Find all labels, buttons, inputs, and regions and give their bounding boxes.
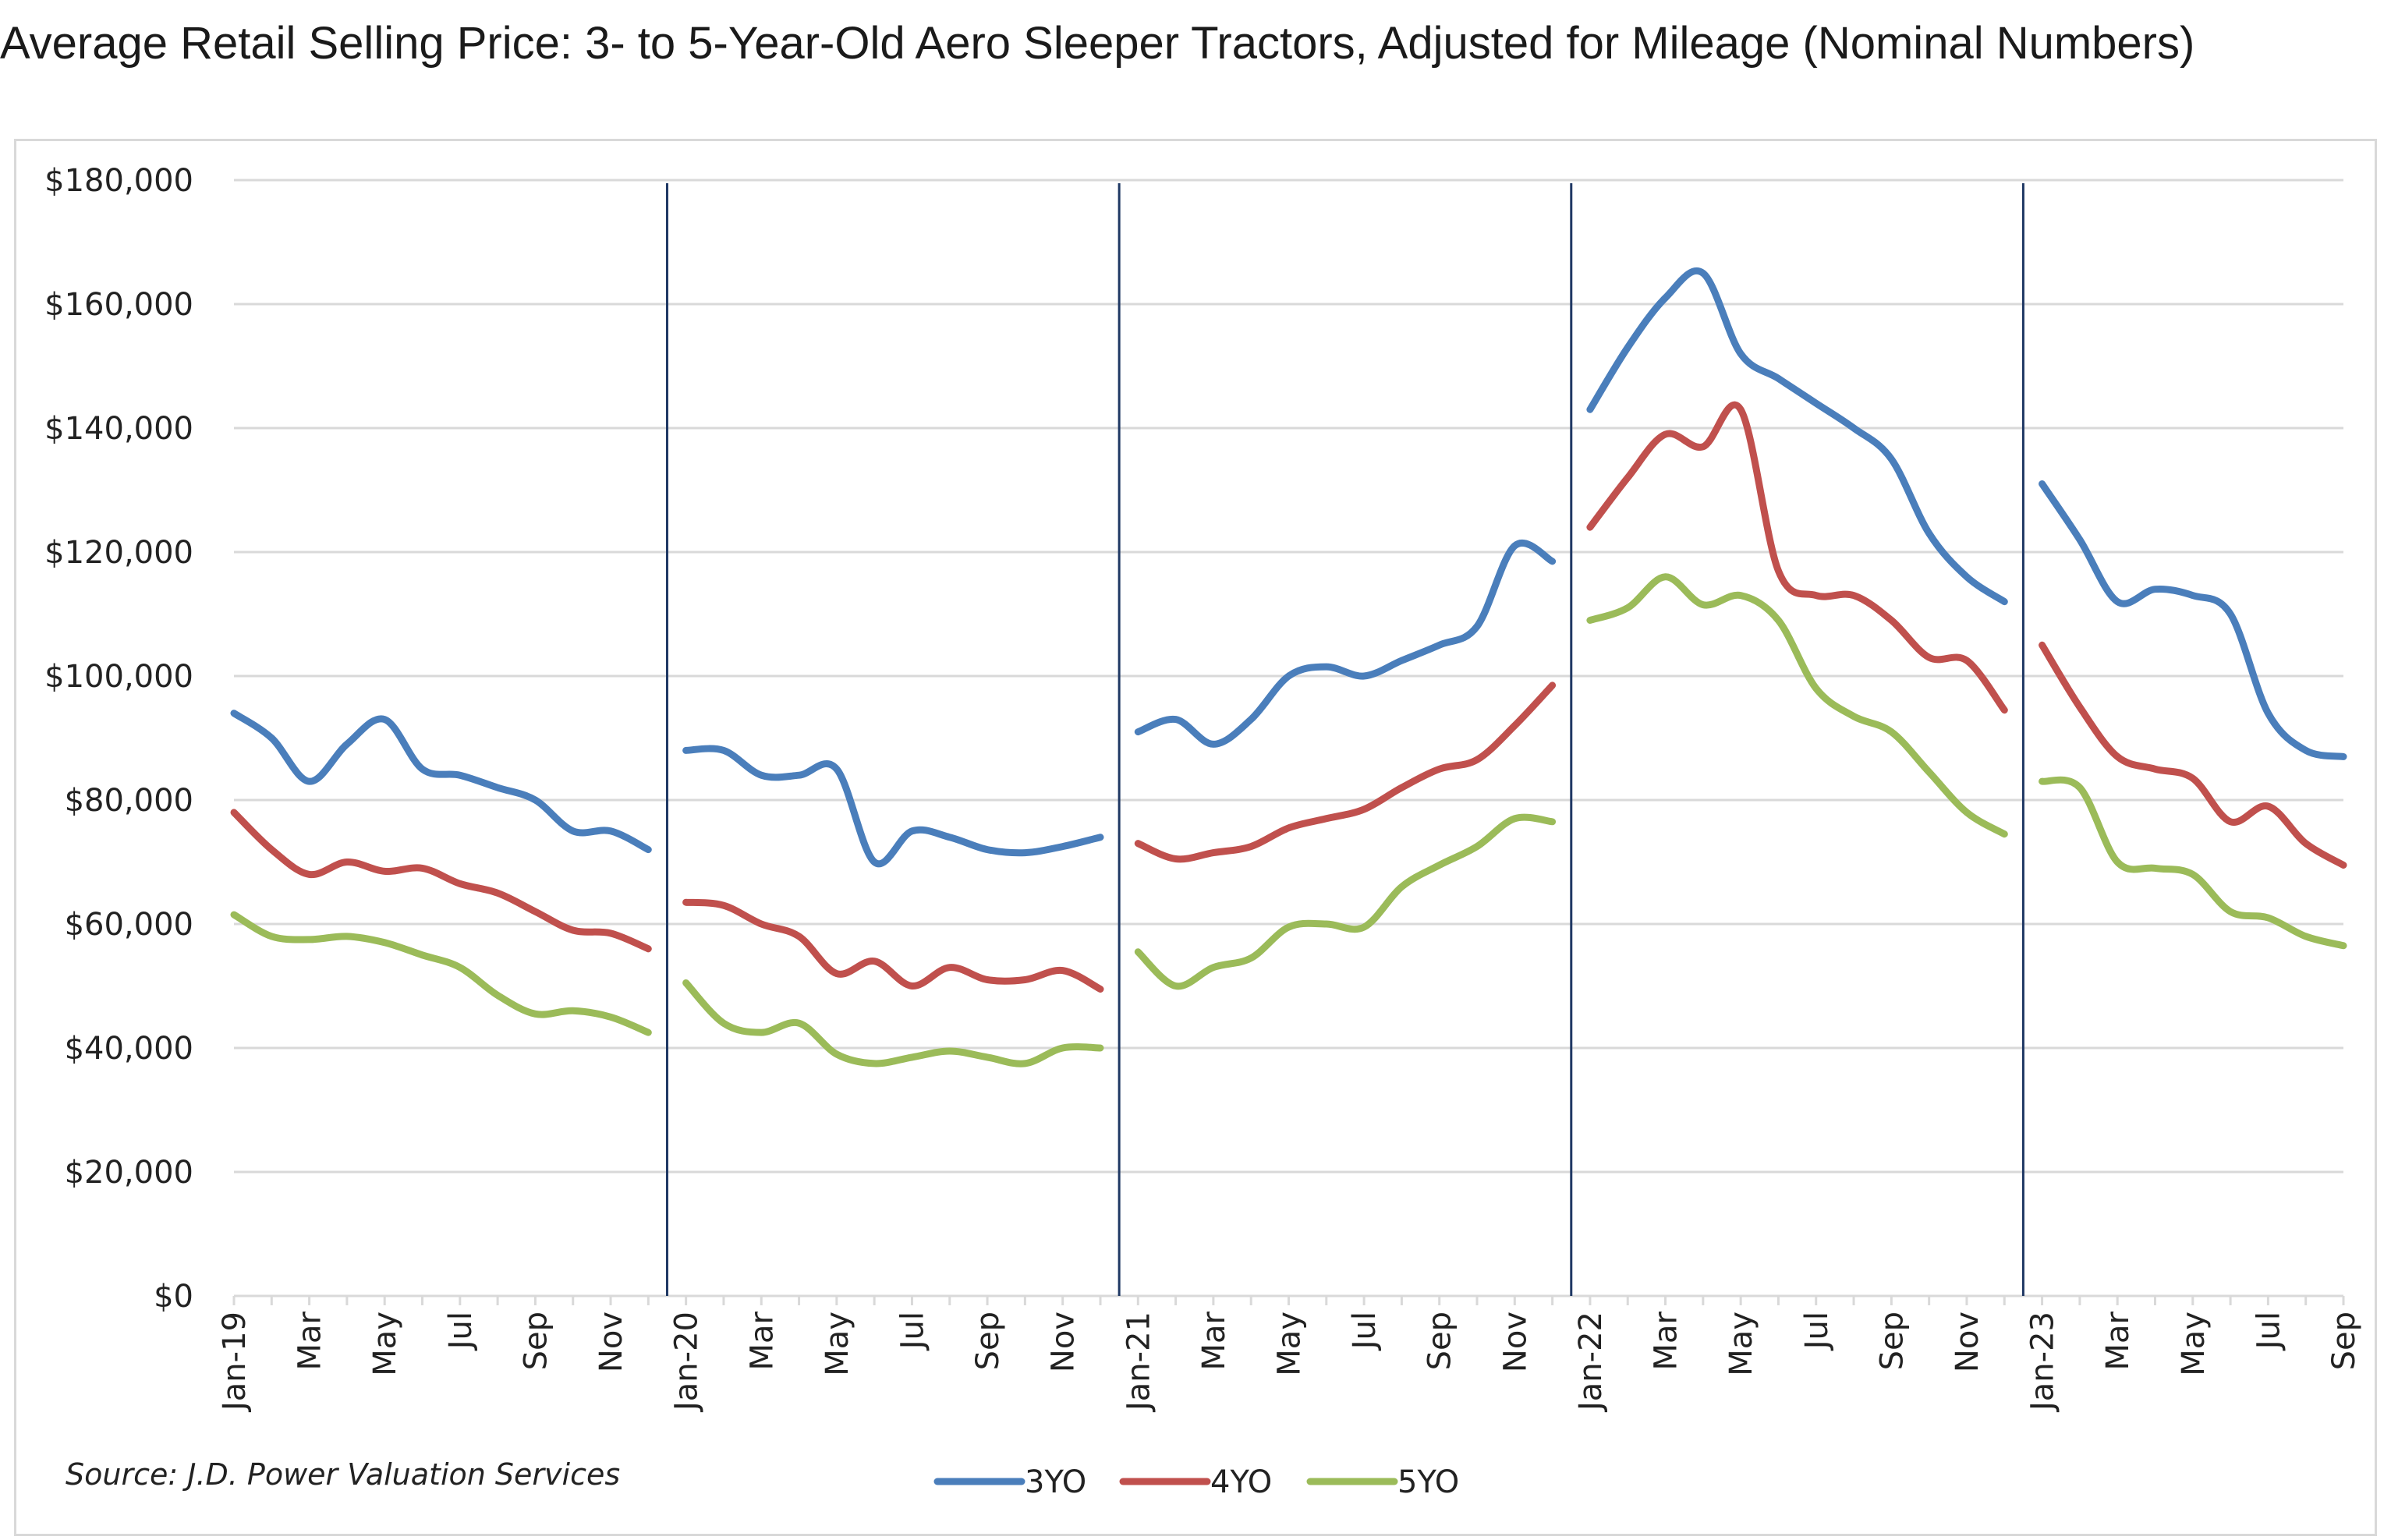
series-3yo — [230, 267, 2347, 868]
y-tick-label: $40,000 — [65, 1031, 193, 1067]
x-tick-label: May — [367, 1312, 403, 1376]
series-line-3yo — [2039, 480, 2347, 760]
series-line-4yo — [230, 809, 652, 953]
x-tick-label: Sep — [970, 1312, 1006, 1370]
x-tick-label: Mar — [744, 1311, 780, 1370]
series-line-4yo — [1586, 401, 2008, 714]
x-tick-label: Jan-21 — [1121, 1312, 1157, 1413]
y-tick-label: $0 — [154, 1279, 193, 1315]
x-tick-label: Jul — [2251, 1312, 2287, 1351]
x-tick-label: Sep — [518, 1312, 554, 1370]
series-line-5yo — [230, 911, 652, 1036]
y-tick-label: $20,000 — [65, 1155, 193, 1191]
series-line-3yo — [1134, 540, 1557, 748]
series-line-5yo — [2039, 776, 2347, 950]
y-tick-label: $100,000 — [44, 659, 193, 695]
x-tick-label: Mar — [292, 1311, 328, 1370]
x-tick-label: Mar — [1196, 1311, 1232, 1370]
series-line-5yo — [682, 979, 1104, 1067]
x-tick-label: Jan-22 — [1573, 1312, 1609, 1413]
x-tick-label: Jul — [894, 1312, 930, 1351]
y-tick-label: $160,000 — [44, 287, 193, 323]
series-line-3yo — [230, 710, 652, 854]
y-axis-ticks: $0 $20,000 $40,000 $60,000 $80,000 $100,000 $1… — [44, 163, 193, 1315]
legend-item-4yo: 4YO — [1119, 1464, 1272, 1500]
series-line-5yo — [1586, 573, 2008, 838]
x-tick-label: Jan-19 — [217, 1312, 253, 1413]
x-tick-label: Sep — [1422, 1312, 1458, 1370]
y-tick-label: $180,000 — [44, 163, 193, 199]
legend: 3YO 4YO 5YO — [933, 1464, 1459, 1500]
chart-frame — [14, 139, 2377, 1536]
source-note: Source: J.D. Power Valuation Services — [66, 1457, 620, 1492]
x-axis-ticks: Jan-19 Mar May Jul Sep Nov Jan-20 Mar May Jul Sep N… — [217, 1296, 2362, 1413]
series-lines — [230, 267, 2347, 1067]
legend-item-5yo: 5YO — [1306, 1464, 1459, 1500]
legend-label: 5YO — [1397, 1464, 1459, 1500]
series-line-3yo — [1586, 267, 2008, 606]
series-line-4yo — [2039, 641, 2347, 869]
x-tick-label: May — [2176, 1312, 2212, 1376]
x-tick-label: Nov — [1497, 1312, 1533, 1372]
x-tick-label: May — [1723, 1312, 1759, 1376]
x-tick-label: Mar — [2100, 1311, 2136, 1370]
chart-title: Average Retail Selling Price: 3- to 5-Ye… — [0, 18, 2195, 69]
x-tick-label: Jan-20 — [669, 1312, 705, 1413]
x-tick-label: Mar — [1649, 1311, 1684, 1370]
gridlines — [234, 179, 2343, 1297]
year-dividers — [665, 183, 2024, 1296]
legend-item-3yo: 3YO — [933, 1464, 1086, 1500]
x-tick-label: Sep — [2326, 1312, 2362, 1370]
legend-label: 4YO — [1210, 1464, 1272, 1500]
series-line-4yo — [1134, 681, 1557, 863]
x-tick-label: Nov — [1950, 1312, 1985, 1372]
series-line-3yo — [682, 745, 1104, 868]
x-tick-label: Nov — [1046, 1312, 1082, 1372]
x-tick-label: Sep — [1874, 1312, 1910, 1370]
legend-label: 3YO — [1025, 1464, 1086, 1500]
series-4yo — [230, 401, 2347, 993]
x-tick-label: May — [1272, 1312, 1308, 1376]
x-tick-label: Jul — [1347, 1312, 1383, 1351]
series-5yo — [230, 573, 2347, 1067]
y-tick-label: $80,000 — [65, 783, 193, 819]
x-tick-label: Jul — [443, 1312, 479, 1351]
series-line-5yo — [1134, 813, 1557, 990]
x-tick-label: Nov — [593, 1312, 629, 1372]
y-tick-label: $120,000 — [44, 535, 193, 571]
y-tick-label: $140,000 — [44, 411, 193, 447]
x-tick-label: Jan-23 — [2025, 1312, 2061, 1413]
series-line-4yo — [682, 898, 1104, 993]
x-tick-label: May — [820, 1312, 855, 1376]
y-tick-label: $60,000 — [65, 907, 193, 943]
x-tick-label: Jul — [1799, 1312, 1835, 1351]
